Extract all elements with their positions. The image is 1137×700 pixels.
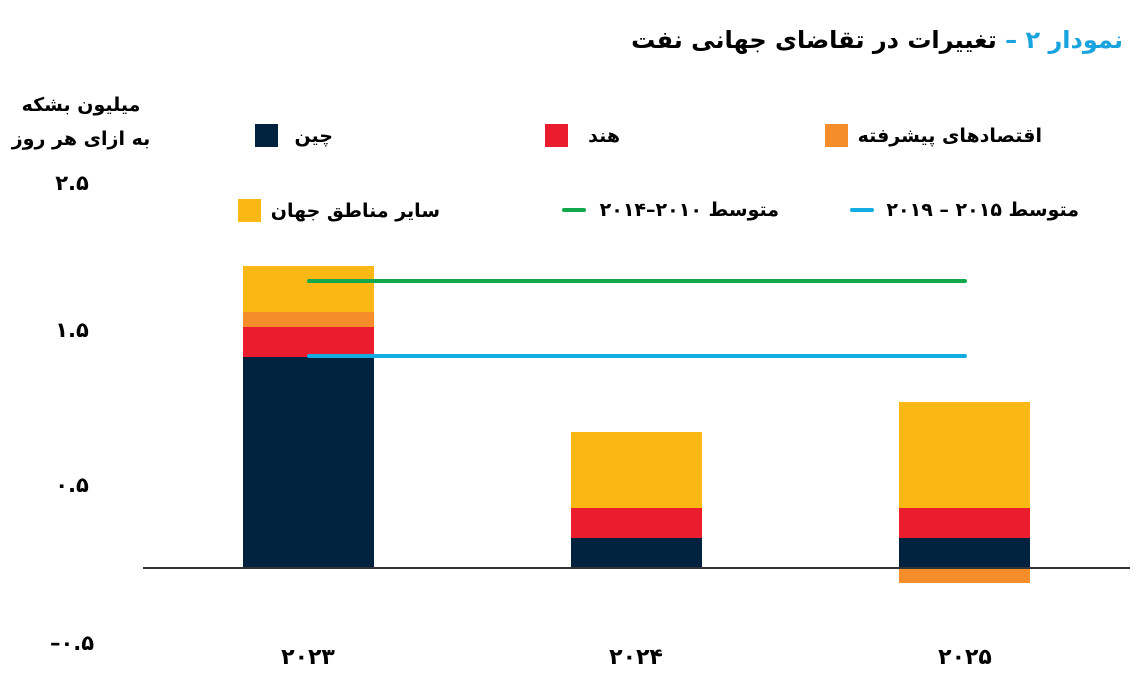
y-axis-label-line1: میلیون بشکه <box>21 94 141 116</box>
legend-label: متوسط ۲۰۱۰–۲۰۱۴ <box>599 199 779 221</box>
bar-2024 <box>571 432 702 568</box>
bar-segment-india <box>899 508 1030 538</box>
legend-item-advanced: اقتصادهای پیشرفته <box>824 124 1042 147</box>
y-tick: –۰.۵ <box>49 631 95 655</box>
legend-item-china: چین <box>255 124 333 147</box>
bar-segment-china <box>243 357 374 568</box>
legend-item-india: هند <box>545 124 620 147</box>
legend-label: اقتصادهای پیشرفته <box>857 124 1042 147</box>
bar-segment-india <box>571 508 702 538</box>
legend-line-icon <box>561 208 586 212</box>
chart-title-text: تغییرات در تقاضای جهانی نفت <box>631 26 997 54</box>
legend-item-avg-2015-2019: متوسط ۲۰۱۵ – ۲۰۱۹ <box>850 199 1079 221</box>
x-tick: ۲۰۲۴ <box>609 645 663 670</box>
bar-segment-advanced <box>899 568 1030 583</box>
chart-title: نمودار ۲ – تغییرات در تقاضای جهانی نفت <box>631 26 1123 54</box>
y-axis-label-line2: به ازای هر روز <box>11 128 151 150</box>
x-axis-zero-line <box>143 567 1130 569</box>
bar-segment-china <box>899 538 1030 568</box>
y-tick: ۰.۵ <box>55 473 89 497</box>
y-tick: ۱.۵ <box>55 318 89 342</box>
legend-item-other: سایر مناطق جهان <box>237 199 440 222</box>
legend-swatch-icon <box>545 124 569 147</box>
bar-2023 <box>243 266 374 568</box>
chart-title-number: نمودار ۲ – <box>1005 26 1123 54</box>
reference-line-avg-2010-2014 <box>307 279 967 283</box>
bar-segment-other <box>243 266 374 312</box>
legend-label: هند <box>588 124 620 147</box>
reference-line-avg-2015-2019 <box>307 354 967 358</box>
legend-swatch-icon <box>237 199 261 222</box>
legend-label: متوسط ۲۰۱۵ – ۲۰۱۹ <box>886 199 1079 221</box>
legend-item-avg-2010-2014: متوسط ۲۰۱۰–۲۰۱۴ <box>561 199 779 221</box>
bar-segment-india <box>243 327 374 357</box>
bar-segment-china <box>571 538 702 568</box>
bar-2025 <box>899 402 1030 583</box>
y-axis-label: میلیون بشکه به ازای هر روز <box>0 88 162 156</box>
bar-segment-other <box>571 432 702 508</box>
y-tick: ۲.۵ <box>55 171 89 195</box>
bar-segment-advanced <box>243 312 374 327</box>
bar-segment-other <box>899 402 1030 508</box>
legend-label: سایر مناطق جهان <box>270 199 440 222</box>
legend-line-icon <box>850 208 875 212</box>
legend-swatch-icon <box>824 124 848 147</box>
x-tick: ۲۰۲۳ <box>281 645 335 670</box>
legend-label: چین <box>294 124 333 147</box>
legend-swatch-icon <box>255 124 279 147</box>
x-tick: ۲۰۲۵ <box>938 645 992 670</box>
